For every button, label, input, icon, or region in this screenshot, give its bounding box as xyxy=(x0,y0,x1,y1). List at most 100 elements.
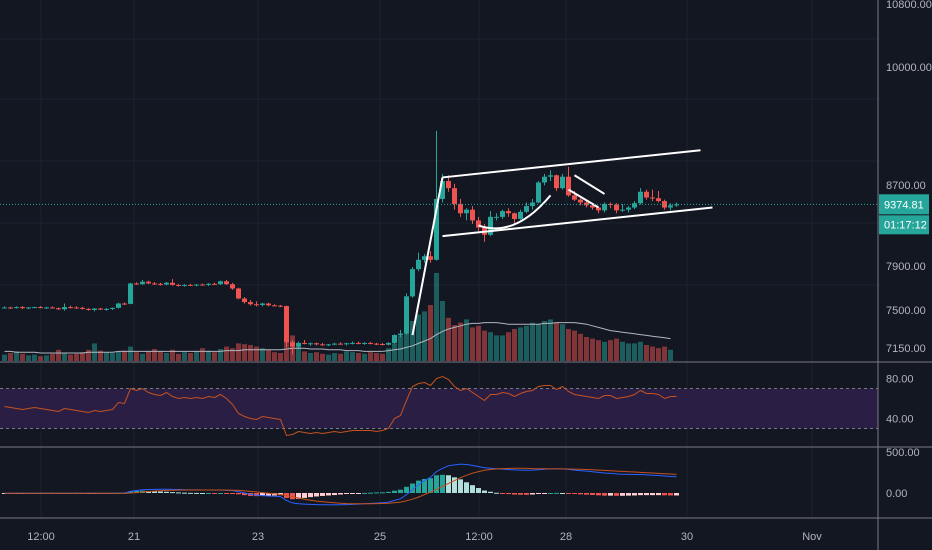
volume-bar xyxy=(38,356,43,361)
macd-histogram-bar xyxy=(566,493,571,494)
volume-bar xyxy=(566,329,571,361)
macd-histogram-bar xyxy=(374,492,379,494)
candle-body xyxy=(122,303,127,305)
macd-histogram-bar xyxy=(518,493,523,495)
time-axis[interactable]: 12:00 21 23 25 12:00 28 30 Nov xyxy=(27,531,822,543)
trendlines[interactable] xyxy=(411,149,713,336)
price-axis[interactable]: 10800.0010000.008700.008300.007900.00750… xyxy=(886,0,932,355)
candle-body xyxy=(356,342,361,344)
candle xyxy=(524,202,529,214)
time-tick-label: 12:00 xyxy=(465,531,493,543)
volume-bar xyxy=(278,353,283,361)
candle-body xyxy=(92,308,97,310)
volume-bar xyxy=(44,355,49,361)
macd-histogram-bar xyxy=(152,491,157,493)
volume-bar xyxy=(224,346,229,361)
candle-body xyxy=(464,209,469,214)
candle xyxy=(104,307,109,311)
macd-histogram-bar xyxy=(302,493,307,498)
macd-histogram-bar xyxy=(542,493,547,494)
candle xyxy=(170,279,175,286)
volume-bar xyxy=(644,345,649,361)
volume-bar xyxy=(656,348,661,361)
volume-bar xyxy=(2,354,7,361)
candle-body xyxy=(614,204,619,211)
candle xyxy=(362,342,367,345)
volume-bar xyxy=(422,311,427,361)
candle xyxy=(290,340,295,355)
candle-body xyxy=(266,303,271,306)
countdown-tag xyxy=(879,215,929,235)
volume-bar xyxy=(554,322,559,361)
volume-bar xyxy=(68,354,73,361)
candle-body xyxy=(458,203,463,214)
candle xyxy=(272,304,277,307)
candle xyxy=(68,305,73,309)
macd-histogram-bar xyxy=(650,493,655,496)
volume-bar xyxy=(80,352,85,361)
volume-bar xyxy=(368,352,373,361)
volume-bar xyxy=(614,338,619,361)
macd-histogram-bar xyxy=(158,491,163,493)
volume-bar xyxy=(266,349,271,361)
volume-bar xyxy=(524,325,529,361)
candle-body xyxy=(206,283,211,285)
candle xyxy=(620,203,625,212)
candle-body xyxy=(314,343,319,345)
volume-bar xyxy=(350,352,355,361)
candle xyxy=(608,202,613,209)
candle xyxy=(128,282,133,305)
macd-histogram-bar xyxy=(212,493,217,494)
macd-histogram-bar xyxy=(164,491,169,493)
volume-bar xyxy=(584,337,589,361)
time-tick-label: 21 xyxy=(128,531,140,543)
candle-body xyxy=(302,342,307,344)
macd-histogram-bar xyxy=(614,493,619,496)
candle xyxy=(278,304,283,308)
candle xyxy=(602,202,607,213)
candle xyxy=(452,183,457,210)
candles[interactable] xyxy=(2,130,679,355)
macd-histogram-bar xyxy=(674,493,679,496)
macd-histogram-bar xyxy=(266,493,271,496)
candle-body xyxy=(182,284,187,286)
volume-bar xyxy=(140,353,145,361)
candle xyxy=(284,305,289,348)
candle-body xyxy=(218,281,223,285)
macd-histogram-bar xyxy=(500,493,505,494)
macd-histogram-bar xyxy=(314,493,319,497)
trendline xyxy=(567,188,600,209)
candle xyxy=(476,216,481,232)
price-tick-label: 7150.00 xyxy=(886,343,926,355)
macd-histogram-bar xyxy=(236,493,241,495)
countdown-value: 01:17:12 xyxy=(884,219,927,231)
volume-bar xyxy=(518,327,523,361)
candle-body xyxy=(452,188,457,204)
volume-bar xyxy=(56,349,61,361)
volume-bar xyxy=(98,350,103,361)
candle-body xyxy=(230,284,235,289)
macd-histogram-bar xyxy=(506,493,511,495)
volume-bar xyxy=(428,305,433,361)
volume-bar xyxy=(128,346,133,361)
macd-axis[interactable]: 500.00 0.00 xyxy=(886,447,920,500)
candle xyxy=(140,279,145,285)
candle-body xyxy=(476,220,481,228)
rsi-axis[interactable]: 80.00 40.00 xyxy=(886,374,914,426)
candle xyxy=(650,189,655,202)
volume-bar xyxy=(650,346,655,361)
macd-tick-label: 0.00 xyxy=(886,488,907,500)
volume-bar xyxy=(434,273,439,361)
candle-body xyxy=(38,307,43,309)
volume-bar xyxy=(176,353,181,361)
macd-histogram-bar xyxy=(206,493,211,494)
macd-histogram-bar xyxy=(128,491,133,493)
candle-body xyxy=(170,282,175,285)
macd-histogram-bar xyxy=(218,493,223,494)
candle xyxy=(332,342,337,346)
macd-histogram-bar xyxy=(452,477,457,493)
volume-bar xyxy=(608,340,613,361)
candle-body xyxy=(110,307,115,309)
macd-histogram-bar xyxy=(656,493,661,496)
